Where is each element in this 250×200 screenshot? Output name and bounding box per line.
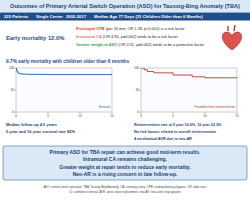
conclusion-line: Greater weight at repair tends to reduce… (59, 164, 191, 170)
conclusion-line: Intramural CA remains challenging. (83, 156, 168, 162)
conclusion-box (3, 146, 247, 180)
x-tick-label: 10 (203, 114, 207, 118)
factor-highlight: Prolonged CPB (76, 26, 105, 31)
y-tick-label: 0 (12, 110, 14, 114)
series-name: Survival (99, 105, 111, 109)
title-bar (0, 0, 250, 12)
info-item: Single Center (36, 14, 63, 19)
y-tick (140, 112, 142, 113)
y-tick (15, 68, 17, 69)
left-note: 5-year and 10-year survival rate 85% (6, 129, 75, 134)
factor-text: (per 10 min, OR 1.18, p<0.001) is a risk… (105, 26, 186, 31)
series-name: Freedom from reintervention (195, 105, 235, 109)
x-tick-label: 0 (15, 114, 17, 118)
factor-text: (OR 4.91, p=0.002) tends to be a risk fa… (102, 34, 179, 39)
survival-curve (16, 68, 112, 75)
graphical-abstract: Outcomes of Primary Arterial Switch Oper… (0, 0, 250, 200)
info-item: 2002-2017 (66, 14, 87, 19)
footer: CI: confidence interval, AVR: aortic val… (69, 190, 181, 194)
km-chart: 0 50 100 0 5 10 15 Freedom from reintervention (134, 66, 239, 118)
y-tick-label: 100 (9, 66, 14, 70)
factor-highlight: Intramural CA (76, 34, 102, 39)
plot-area (141, 68, 237, 78)
plot-area (16, 68, 112, 75)
y-tick (140, 90, 142, 91)
heart (222, 32, 241, 50)
x-tick-label: 15 (110, 114, 114, 118)
heart-icon (222, 25, 241, 50)
right-note: 4 mechanical AVR due to neo-AR (134, 137, 192, 141)
y-tick (15, 112, 17, 113)
y-tick-label: 100 (134, 66, 139, 70)
x-tick-label: 15 (235, 114, 239, 118)
vessels (228, 25, 235, 31)
risk-factor: Prolonged CPB (per 10 min, OR 1.18, p<0.… (76, 26, 185, 31)
y-tick (15, 90, 17, 91)
factor-highlight: Greater weight at ASO (76, 42, 117, 47)
footer: ASO: arterial switch operation, TBA: Tau… (43, 185, 206, 189)
info-item: Median Age 77 Days (31 Children Older th… (94, 14, 203, 19)
y-tick-label: 50 (11, 88, 15, 92)
right-note: No risk factors related to overall reint… (134, 130, 217, 134)
x-tick-label: 10 (78, 114, 82, 118)
y-tick-label: 50 (136, 88, 140, 92)
risk-factor: Greater weight at ASO (OR 0.51, p=0.062)… (76, 42, 205, 47)
x-tick-label: 5 (172, 114, 174, 118)
km-chart: 0 50 100 0 5 10 15 Survival (9, 66, 114, 118)
risk-factor: Intramural CA (OR 4.91, p=0.002) tends t… (76, 34, 178, 39)
info-item: 225 Patients (4, 14, 29, 19)
title: Outcomes of Primary Arterial Switch Oper… (10, 3, 240, 9)
plot-frame (16, 68, 112, 112)
x-tick-label: 0 (140, 114, 142, 118)
conclusion-line: Neo-AR is a rising concern in late follo… (73, 171, 178, 177)
y-tick (140, 68, 142, 69)
x-tick-label: 5 (47, 114, 49, 118)
conclusion-line: Primary ASO for TBA repair can achieve g… (50, 149, 201, 155)
left-note: Median follow-up 4.5 years (6, 122, 58, 127)
right-note: Reintervention rate at 5 year 16.0%, 10 … (134, 123, 222, 127)
survival-curve (141, 68, 237, 78)
y-tick-label: 0 (137, 110, 139, 114)
early-mortality: Early mortality 12.0% (6, 35, 64, 41)
older-note: 9.7% early mortality with children older… (6, 59, 129, 64)
info-bar (0, 13, 250, 21)
factor-text: (OR 0.51, p=0.062) tends to be a protect… (117, 42, 205, 47)
plot-frame (141, 68, 237, 112)
